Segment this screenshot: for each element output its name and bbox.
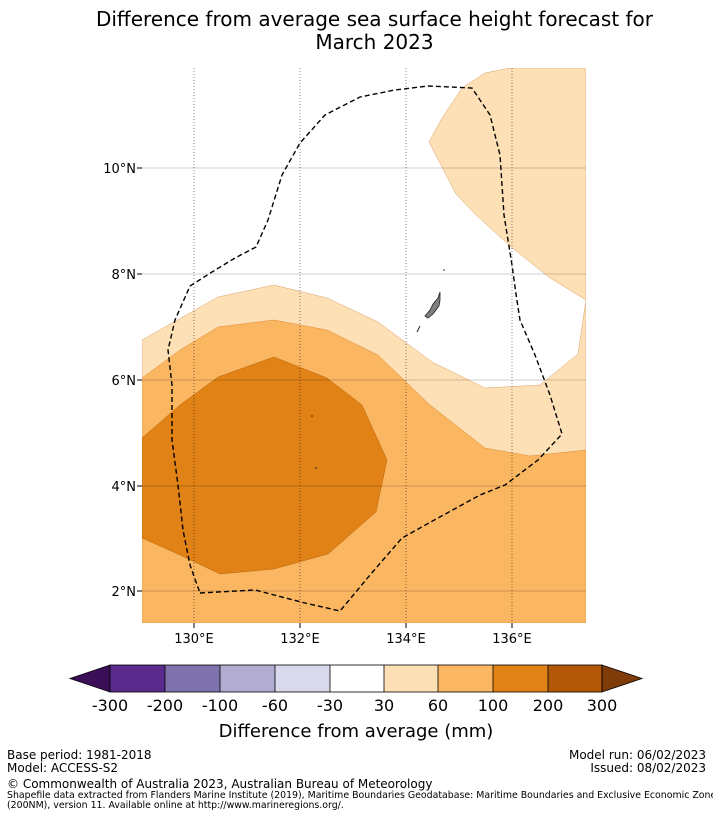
colorbar-extend-low [68,664,111,693]
lon-tick-label: 134°E [386,632,426,647]
colorbar-tick-label: 300 [587,696,618,715]
map-panel [142,68,586,623]
colorbar-segment [165,665,220,692]
colorbar-label: Difference from average (mm) [219,721,494,742]
base-period-text: Base period: 1981-2018 [7,748,152,762]
colorbar-tick-label: 60 [428,696,448,715]
axis-ticks [137,167,513,628]
colorbar-segment [493,665,548,692]
lat-tick-label: 4°N [112,480,137,495]
issued-text: Issued: 08/02/2023 [590,761,706,775]
colorbar-segment [275,665,330,692]
small-islet [443,269,445,271]
shapefile-credit-line-1: Shapefile data extracted from Flanders M… [7,790,713,801]
chart-title: Difference from average sea surface heig… [0,8,713,54]
colorbar-extend-high [601,664,644,693]
model-run-text: Model run: 06/02/2023 [568,748,706,762]
colorbar-segment [548,665,602,692]
model-text: Model: ACCESS-S2 [7,761,119,775]
small-islet [315,467,317,469]
colorbar-tick-label: -200 [147,696,183,715]
small-island [416,325,421,333]
colorbar-segment [330,665,384,692]
small-islet [311,415,313,417]
colorbar-tick-label: 200 [533,696,564,715]
lat-tick-label: 6°N [112,374,137,389]
colorbar-segment [438,665,493,692]
lon-tick-label: 136°E [492,632,532,647]
eez-boundary [167,85,563,612]
contour-band-30-60-northeast [428,68,586,301]
colorbar-tick-label: -60 [262,696,288,715]
lon-tick-label: 132°E [280,632,320,647]
shapefile-credit-line-2: (200NM), version 11. Available online at… [7,800,344,811]
title-line-2: March 2023 [315,30,434,54]
title-line-1: Difference from average sea surface heig… [95,7,654,31]
colorbar-segment [384,665,438,692]
palau-island [424,291,441,319]
lon-tick-label: 130°E [174,632,214,647]
lat-tick-label: 8°N [112,268,137,283]
longitude-gridlines [193,68,513,623]
colorbar [68,664,644,693]
colorbar-tick-label: 30 [374,696,394,715]
colorbar-segment [110,665,165,692]
contour-band-100-200 [142,356,388,575]
colorbar-tick-label: 100 [478,696,509,715]
lat-tick-label: 2°N [112,585,137,600]
colorbar-tick-label: -300 [92,696,128,715]
colorbar-segment [220,665,275,692]
copyright-text: © Commonwealth of Australia 2023, Austra… [7,777,433,791]
colorbar-tick-label: -100 [202,696,238,715]
colorbar-tick-label: -30 [317,696,343,715]
lat-tick-label: 10°N [103,162,136,177]
